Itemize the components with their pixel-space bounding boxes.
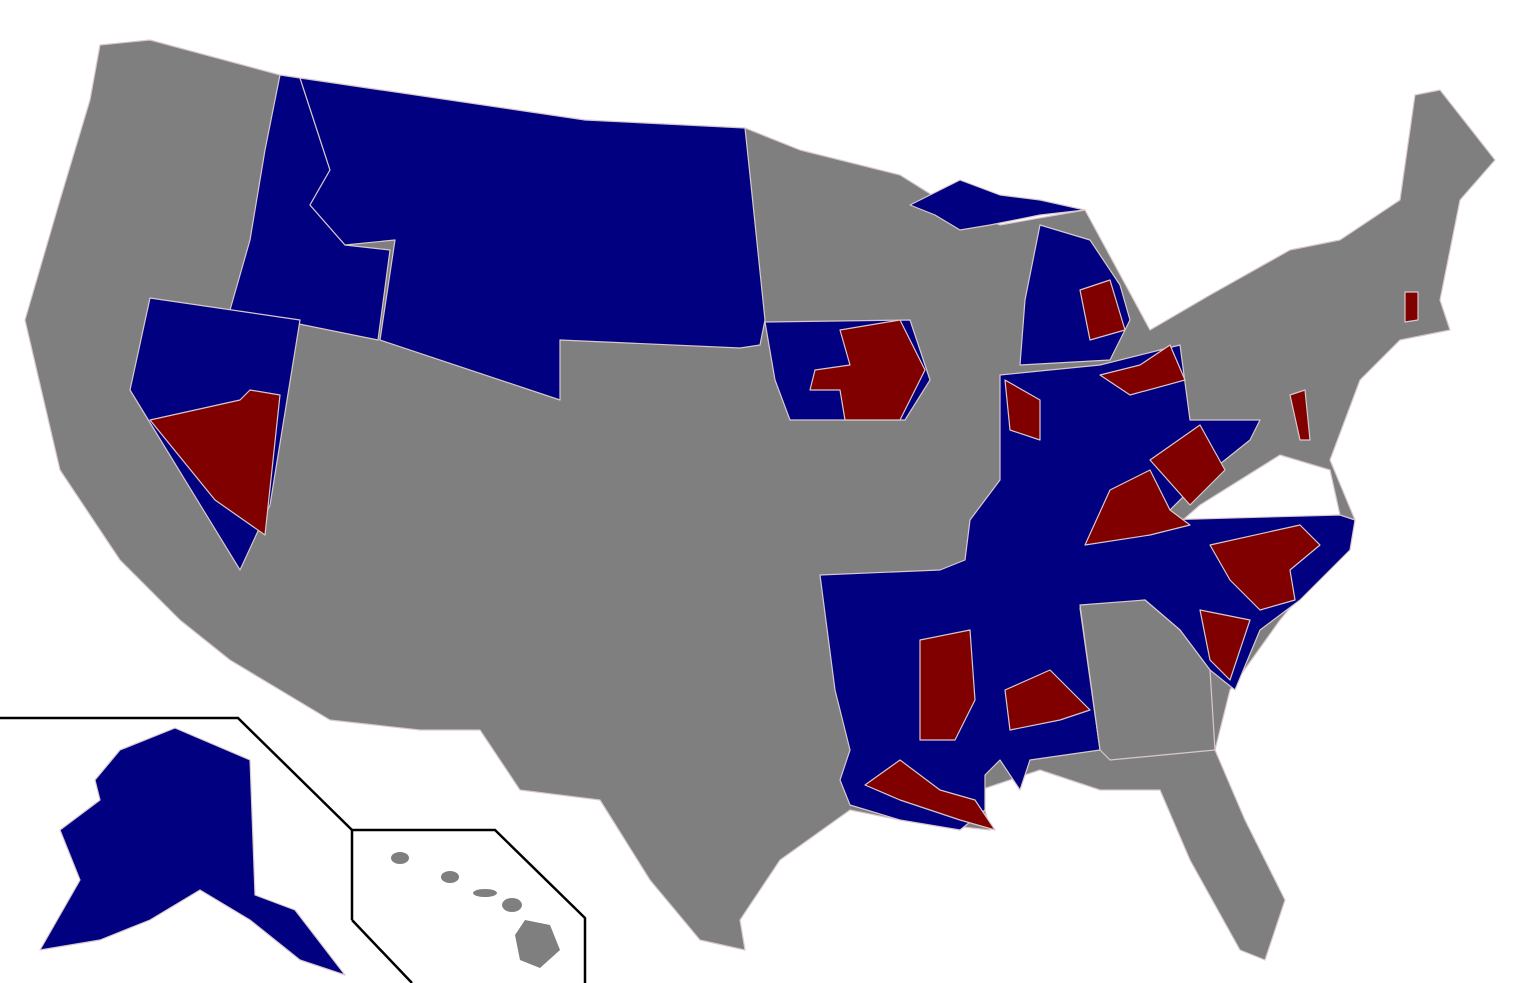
hawaii-island-oahu <box>441 871 459 883</box>
region-red-louisiana <box>864 759 996 831</box>
region-red-nevada <box>149 389 281 536</box>
region-red-mississippi <box>919 629 976 741</box>
region-blue-northern-plains <box>299 77 766 401</box>
region-red-west-virginia <box>1149 424 1226 506</box>
region-red-iowa <box>809 319 926 421</box>
region-blue-michigan-upper <box>909 179 1086 231</box>
region-red-ohio <box>1099 344 1186 396</box>
region-blue-alaska <box>39 727 346 976</box>
hawaii-inset-frame-diagonal <box>351 919 413 983</box>
region-red-rhode-island <box>1404 291 1419 323</box>
hawaii-island-big-island <box>515 920 560 968</box>
region-red-indiana <box>1004 379 1041 441</box>
region-red-michigan <box>1079 279 1126 341</box>
region-red-delaware <box>1289 389 1311 441</box>
hawaii-island-maui <box>502 898 522 912</box>
hawaii-island-molokai <box>473 889 497 897</box>
region-red-kentucky <box>1084 469 1191 546</box>
region-gray-georgia <box>1079 599 1216 761</box>
hawaii-island-kauai <box>391 852 409 864</box>
alaska-inset-frame <box>0 716 353 831</box>
region-red-alabama <box>1004 669 1091 731</box>
region-red-south-carolina <box>1199 609 1251 681</box>
region-red-north-carolina <box>1209 524 1321 611</box>
hawaii-inset-frame <box>350 828 587 983</box>
hawaii-islands <box>391 852 560 968</box>
